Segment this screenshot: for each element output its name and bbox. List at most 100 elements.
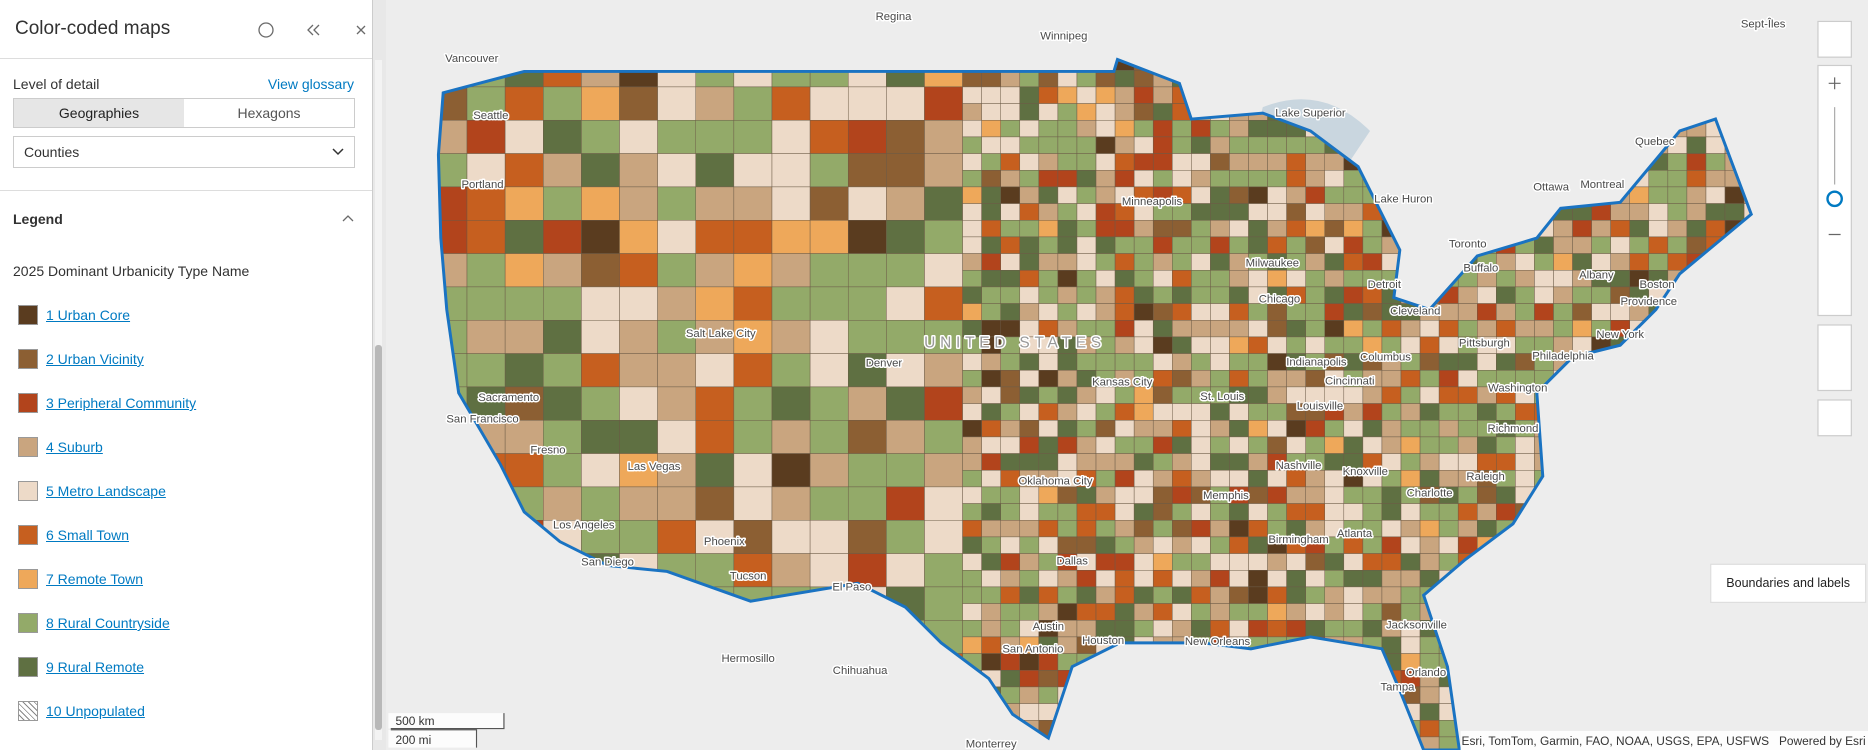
place-label: Fresno xyxy=(530,445,565,457)
county xyxy=(1210,120,1230,138)
legend-item-link[interactable]: 8 Rural Countryside xyxy=(46,615,170,631)
county xyxy=(1610,253,1630,271)
legend-item-link[interactable]: 1 Urban Core xyxy=(46,307,131,323)
county xyxy=(1095,236,1116,254)
county xyxy=(504,120,544,154)
county xyxy=(1400,636,1421,654)
county xyxy=(1457,320,1478,338)
legend-item-link[interactable]: 3 Peripheral Community xyxy=(46,395,197,411)
county xyxy=(1038,403,1059,421)
county xyxy=(1114,553,1135,571)
county xyxy=(1114,86,1135,104)
county xyxy=(1267,270,1287,288)
county xyxy=(695,520,735,554)
county xyxy=(1114,236,1135,254)
county xyxy=(1191,570,1211,588)
county xyxy=(1191,253,1211,271)
county xyxy=(1152,253,1173,271)
county xyxy=(1095,270,1116,288)
county xyxy=(1000,170,1021,188)
county xyxy=(847,320,887,354)
place-label: Hermosillo xyxy=(721,653,774,665)
map[interactable]: Regina Winnipeg Vancouver Seattle Portland Sa… xyxy=(386,0,1868,750)
place-label: Charlotte xyxy=(1407,487,1453,499)
county xyxy=(1057,170,1078,188)
county xyxy=(1172,520,1192,538)
county xyxy=(1191,320,1211,338)
county xyxy=(1076,170,1097,188)
county xyxy=(1076,503,1097,521)
county xyxy=(1343,586,1364,604)
county xyxy=(1496,436,1516,454)
county xyxy=(962,170,982,188)
county xyxy=(619,420,658,454)
county xyxy=(1362,620,1383,638)
county xyxy=(1133,520,1154,538)
county xyxy=(1172,386,1192,404)
legend-item-link[interactable]: 10 Unpopulated xyxy=(46,703,145,719)
county xyxy=(981,153,1001,171)
county xyxy=(1000,286,1021,304)
county xyxy=(1000,253,1021,271)
map-toolbar[interactable] xyxy=(1817,20,1852,437)
county xyxy=(962,536,982,554)
county xyxy=(1553,236,1573,254)
county xyxy=(1324,503,1345,521)
county xyxy=(1076,570,1097,588)
county xyxy=(1019,303,1040,321)
county xyxy=(1114,386,1135,404)
county xyxy=(1324,620,1345,638)
legend-item-link[interactable]: 5 Metro Landscape xyxy=(46,483,166,499)
county xyxy=(1095,503,1116,521)
place-label: Louisville xyxy=(1297,401,1343,413)
county xyxy=(1038,236,1059,254)
powered-by[interactable]: Powered by Esri xyxy=(1779,734,1866,748)
county xyxy=(1267,620,1287,638)
county xyxy=(1324,470,1345,488)
county xyxy=(809,186,849,221)
tab[interactable]: Hexagons xyxy=(237,105,301,121)
county xyxy=(581,253,620,288)
glossary-link[interactable]: View glossary xyxy=(267,76,354,92)
county xyxy=(1133,386,1154,404)
county xyxy=(809,353,849,388)
county xyxy=(1000,236,1021,254)
legend-item-link[interactable]: 7 Remote Town xyxy=(46,571,144,587)
county xyxy=(1000,603,1021,621)
legend-item-link[interactable]: 9 Rural Remote xyxy=(46,659,145,675)
county xyxy=(1286,336,1306,354)
county xyxy=(657,286,696,321)
legend-item-link[interactable]: 4 Suburb xyxy=(46,439,103,455)
county xyxy=(1419,370,1440,388)
legend-item-link[interactable]: 2 Urban Vicinity xyxy=(46,351,144,367)
county xyxy=(1019,253,1040,271)
place-label: Birmingham xyxy=(1268,534,1328,546)
county xyxy=(1305,170,1325,188)
county xyxy=(1648,253,1669,271)
county xyxy=(1286,486,1306,504)
county xyxy=(657,420,696,454)
county xyxy=(1191,170,1211,188)
panel-actions[interactable] xyxy=(255,18,375,42)
county xyxy=(1648,219,1669,238)
place-label: Jacksonville xyxy=(1386,620,1447,632)
county xyxy=(1438,420,1459,438)
legend-item-link[interactable]: 6 Small Town xyxy=(46,527,130,543)
county xyxy=(1419,403,1440,421)
tab[interactable]: Geographies xyxy=(14,99,184,127)
county xyxy=(1076,219,1097,238)
place-label: El Paso xyxy=(832,581,871,593)
county xyxy=(1210,253,1230,271)
county xyxy=(1534,270,1554,288)
county xyxy=(1114,120,1135,138)
county xyxy=(1629,219,1650,238)
county xyxy=(1152,403,1173,421)
county xyxy=(438,120,468,154)
county xyxy=(1229,420,1249,438)
county xyxy=(1191,586,1211,604)
county xyxy=(1038,436,1059,454)
dropdown[interactable]: Counties xyxy=(13,136,355,168)
scrollbar[interactable] xyxy=(375,60,382,740)
county xyxy=(1362,253,1383,271)
county xyxy=(962,270,982,288)
